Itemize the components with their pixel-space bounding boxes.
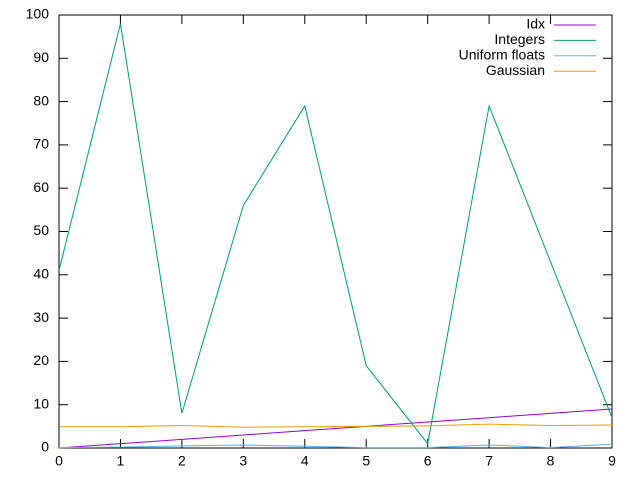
y-tick-label: 20 — [33, 352, 49, 368]
series-line — [58, 23, 613, 445]
series-line — [59, 423, 613, 428]
x-tick-label: 4 — [301, 453, 309, 469]
legend-label: Gaussian — [486, 62, 545, 78]
x-tick-label: 9 — [608, 453, 616, 469]
y-tick-label: 30 — [33, 309, 49, 325]
legend-label: Uniform floats — [459, 47, 545, 63]
y-tick-label: 100 — [26, 6, 50, 22]
y-tick-label: 70 — [33, 136, 49, 152]
y-tick-label: 40 — [33, 266, 49, 282]
x-tick-label: 3 — [239, 453, 247, 469]
legend-label: Integers — [494, 31, 545, 47]
legend-label: Idx — [526, 16, 545, 32]
x-tick-label: 0 — [55, 453, 63, 469]
x-tick-label: 5 — [362, 453, 370, 469]
x-tick-label: 8 — [547, 453, 555, 469]
plot-border — [58, 14, 613, 449]
y-tick-label: 80 — [33, 92, 49, 108]
y-tick-label: 0 — [41, 439, 49, 455]
x-tick-label: 6 — [424, 453, 432, 469]
y-tick-label: 10 — [33, 395, 49, 411]
series-line — [58, 443, 613, 449]
x-tick-label: 2 — [178, 453, 186, 469]
x-tick-label: 7 — [485, 453, 493, 469]
series-line — [58, 408, 613, 449]
x-tick-label: 1 — [117, 453, 125, 469]
y-tick-label: 60 — [33, 179, 49, 195]
y-tick-label: 50 — [33, 222, 49, 238]
y-tick-label: 90 — [33, 49, 49, 65]
